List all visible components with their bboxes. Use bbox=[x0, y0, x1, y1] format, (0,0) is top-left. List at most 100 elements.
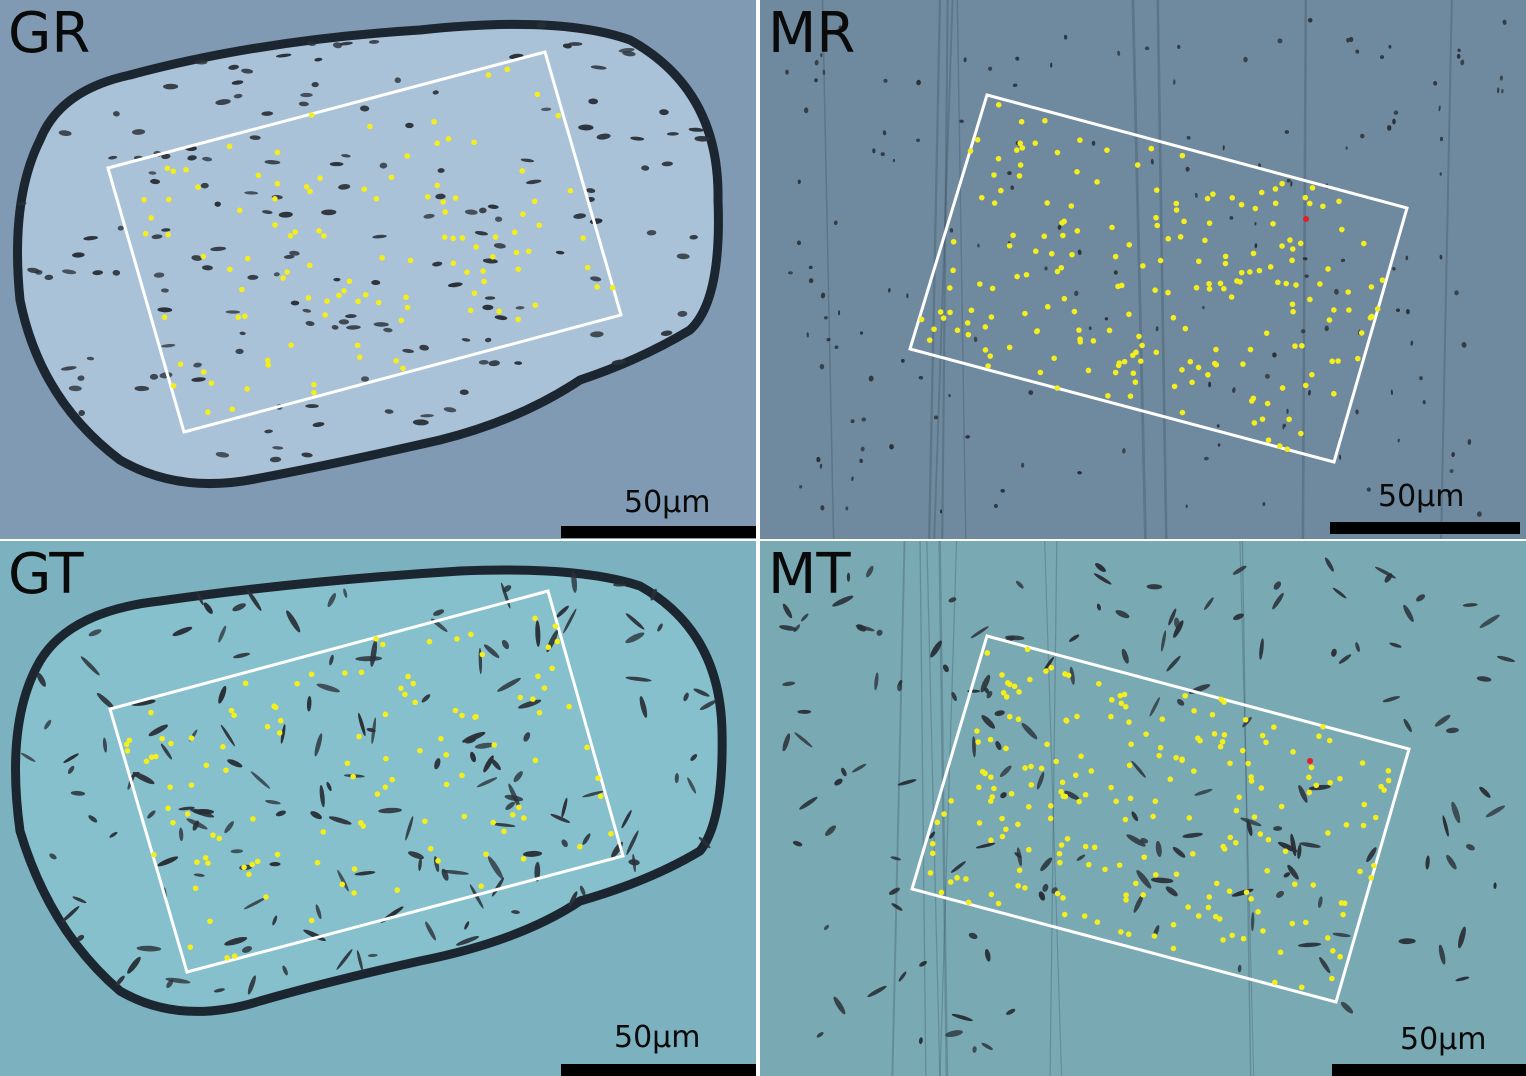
yellow-point-marker bbox=[1222, 260, 1229, 267]
yellow-point-marker bbox=[1237, 279, 1243, 285]
scratch-line bbox=[891, 541, 906, 1076]
scratch-line bbox=[1044, 541, 1063, 1076]
etch-track bbox=[72, 896, 87, 904]
yellow-point-marker bbox=[1372, 814, 1379, 821]
yellow-point-marker bbox=[1154, 222, 1161, 229]
yellow-point-marker bbox=[1222, 253, 1229, 260]
etch-track bbox=[1467, 439, 1472, 445]
etch-track bbox=[298, 101, 309, 107]
etch-track bbox=[846, 572, 851, 582]
yellow-point-marker bbox=[1173, 871, 1180, 878]
yellow-point-marker bbox=[224, 955, 230, 961]
yellow-point-marker bbox=[1082, 791, 1089, 798]
yellow-point-marker bbox=[1195, 913, 1202, 919]
etch-track bbox=[282, 965, 288, 976]
grain-outline bbox=[13, 19, 723, 489]
etch-track bbox=[1166, 655, 1181, 672]
etch-track bbox=[659, 109, 669, 116]
etch-track bbox=[1345, 146, 1348, 150]
etch-track bbox=[1273, 826, 1283, 831]
etch-track bbox=[1389, 642, 1402, 648]
yellow-point-marker bbox=[427, 845, 434, 852]
etch-track bbox=[856, 624, 867, 632]
etch-track bbox=[916, 79, 921, 86]
etch-track bbox=[482, 258, 498, 264]
etch-track bbox=[88, 629, 102, 637]
yellow-point-marker bbox=[1026, 846, 1032, 853]
etch-track bbox=[1497, 655, 1515, 663]
yellow-point-marker bbox=[1122, 816, 1129, 823]
yellow-point-marker bbox=[1336, 198, 1342, 205]
etch-track bbox=[247, 975, 256, 995]
yellow-point-marker bbox=[1210, 191, 1216, 197]
yellow-point-marker bbox=[479, 651, 486, 658]
yellow-point-marker bbox=[320, 829, 327, 835]
etch-track bbox=[1304, 274, 1309, 278]
yellow-point-marker bbox=[1077, 137, 1083, 143]
etch-track bbox=[1403, 718, 1412, 733]
etch-track bbox=[1465, 844, 1475, 851]
etch-track bbox=[1398, 938, 1416, 945]
yellow-point-marker bbox=[1148, 145, 1155, 152]
etch-track bbox=[1131, 760, 1146, 778]
yellow-point-marker bbox=[513, 249, 520, 256]
yellow-point-marker bbox=[1379, 277, 1386, 283]
scratch-line bbox=[1049, 541, 1058, 1076]
etch-track bbox=[420, 414, 434, 418]
yellow-point-marker bbox=[1325, 830, 1331, 836]
etch-track bbox=[613, 583, 627, 587]
yellow-point-marker bbox=[263, 894, 269, 900]
yellow-point-marker bbox=[1121, 358, 1128, 365]
yellow-point-marker bbox=[1272, 200, 1279, 207]
etch-track bbox=[523, 850, 543, 857]
etch-track bbox=[35, 269, 43, 275]
yellow-point-marker bbox=[471, 290, 478, 296]
etch-track bbox=[338, 319, 350, 325]
yellow-point-marker bbox=[926, 337, 933, 343]
yellow-point-marker bbox=[1217, 743, 1224, 750]
etch-track bbox=[305, 321, 315, 327]
yellow-point-marker bbox=[1061, 218, 1067, 225]
etch-track bbox=[333, 277, 341, 282]
yellow-point-marker bbox=[1331, 390, 1337, 397]
etch-track bbox=[834, 345, 839, 350]
etch-track bbox=[1186, 136, 1191, 140]
yellow-point-marker bbox=[1054, 149, 1061, 156]
scale-bar bbox=[561, 526, 756, 538]
etch-track bbox=[373, 322, 389, 327]
yellow-point-marker bbox=[1211, 360, 1218, 367]
yellow-point-marker bbox=[346, 278, 353, 285]
yellow-point-marker bbox=[1003, 745, 1009, 752]
yellow-point-marker bbox=[1034, 328, 1041, 334]
etch-track bbox=[241, 946, 253, 953]
yellow-point-marker bbox=[1105, 392, 1111, 399]
etch-track bbox=[275, 53, 292, 58]
yellow-point-marker bbox=[1320, 203, 1326, 210]
etch-track bbox=[625, 613, 645, 630]
etch-track bbox=[688, 127, 705, 132]
etch-track bbox=[264, 160, 281, 165]
etch-track bbox=[459, 389, 469, 395]
yellow-point-marker bbox=[459, 772, 465, 779]
etch-track bbox=[1382, 696, 1401, 703]
etch-track bbox=[618, 47, 635, 53]
etch-track bbox=[888, 887, 900, 895]
yellow-point-marker bbox=[1090, 338, 1097, 344]
yellow-point-marker bbox=[454, 636, 460, 642]
etch-track bbox=[1374, 566, 1397, 579]
yellow-point-marker bbox=[210, 832, 216, 838]
etch-track bbox=[1133, 894, 1144, 913]
yellow-point-marker bbox=[580, 235, 586, 241]
yellow-point-marker bbox=[1191, 768, 1197, 774]
yellow-point-marker bbox=[435, 858, 441, 864]
etch-track bbox=[867, 985, 887, 998]
etch-track bbox=[203, 602, 213, 614]
yellow-point-marker bbox=[1326, 317, 1333, 323]
yellow-point-marker bbox=[987, 353, 994, 359]
roi-rectangle bbox=[910, 634, 1411, 1004]
yellow-point-marker bbox=[525, 248, 532, 255]
etch-track bbox=[1496, 87, 1500, 94]
yellow-point-marker bbox=[194, 859, 200, 865]
yellow-point-marker bbox=[1277, 949, 1284, 956]
yellow-point-marker bbox=[1156, 752, 1162, 759]
